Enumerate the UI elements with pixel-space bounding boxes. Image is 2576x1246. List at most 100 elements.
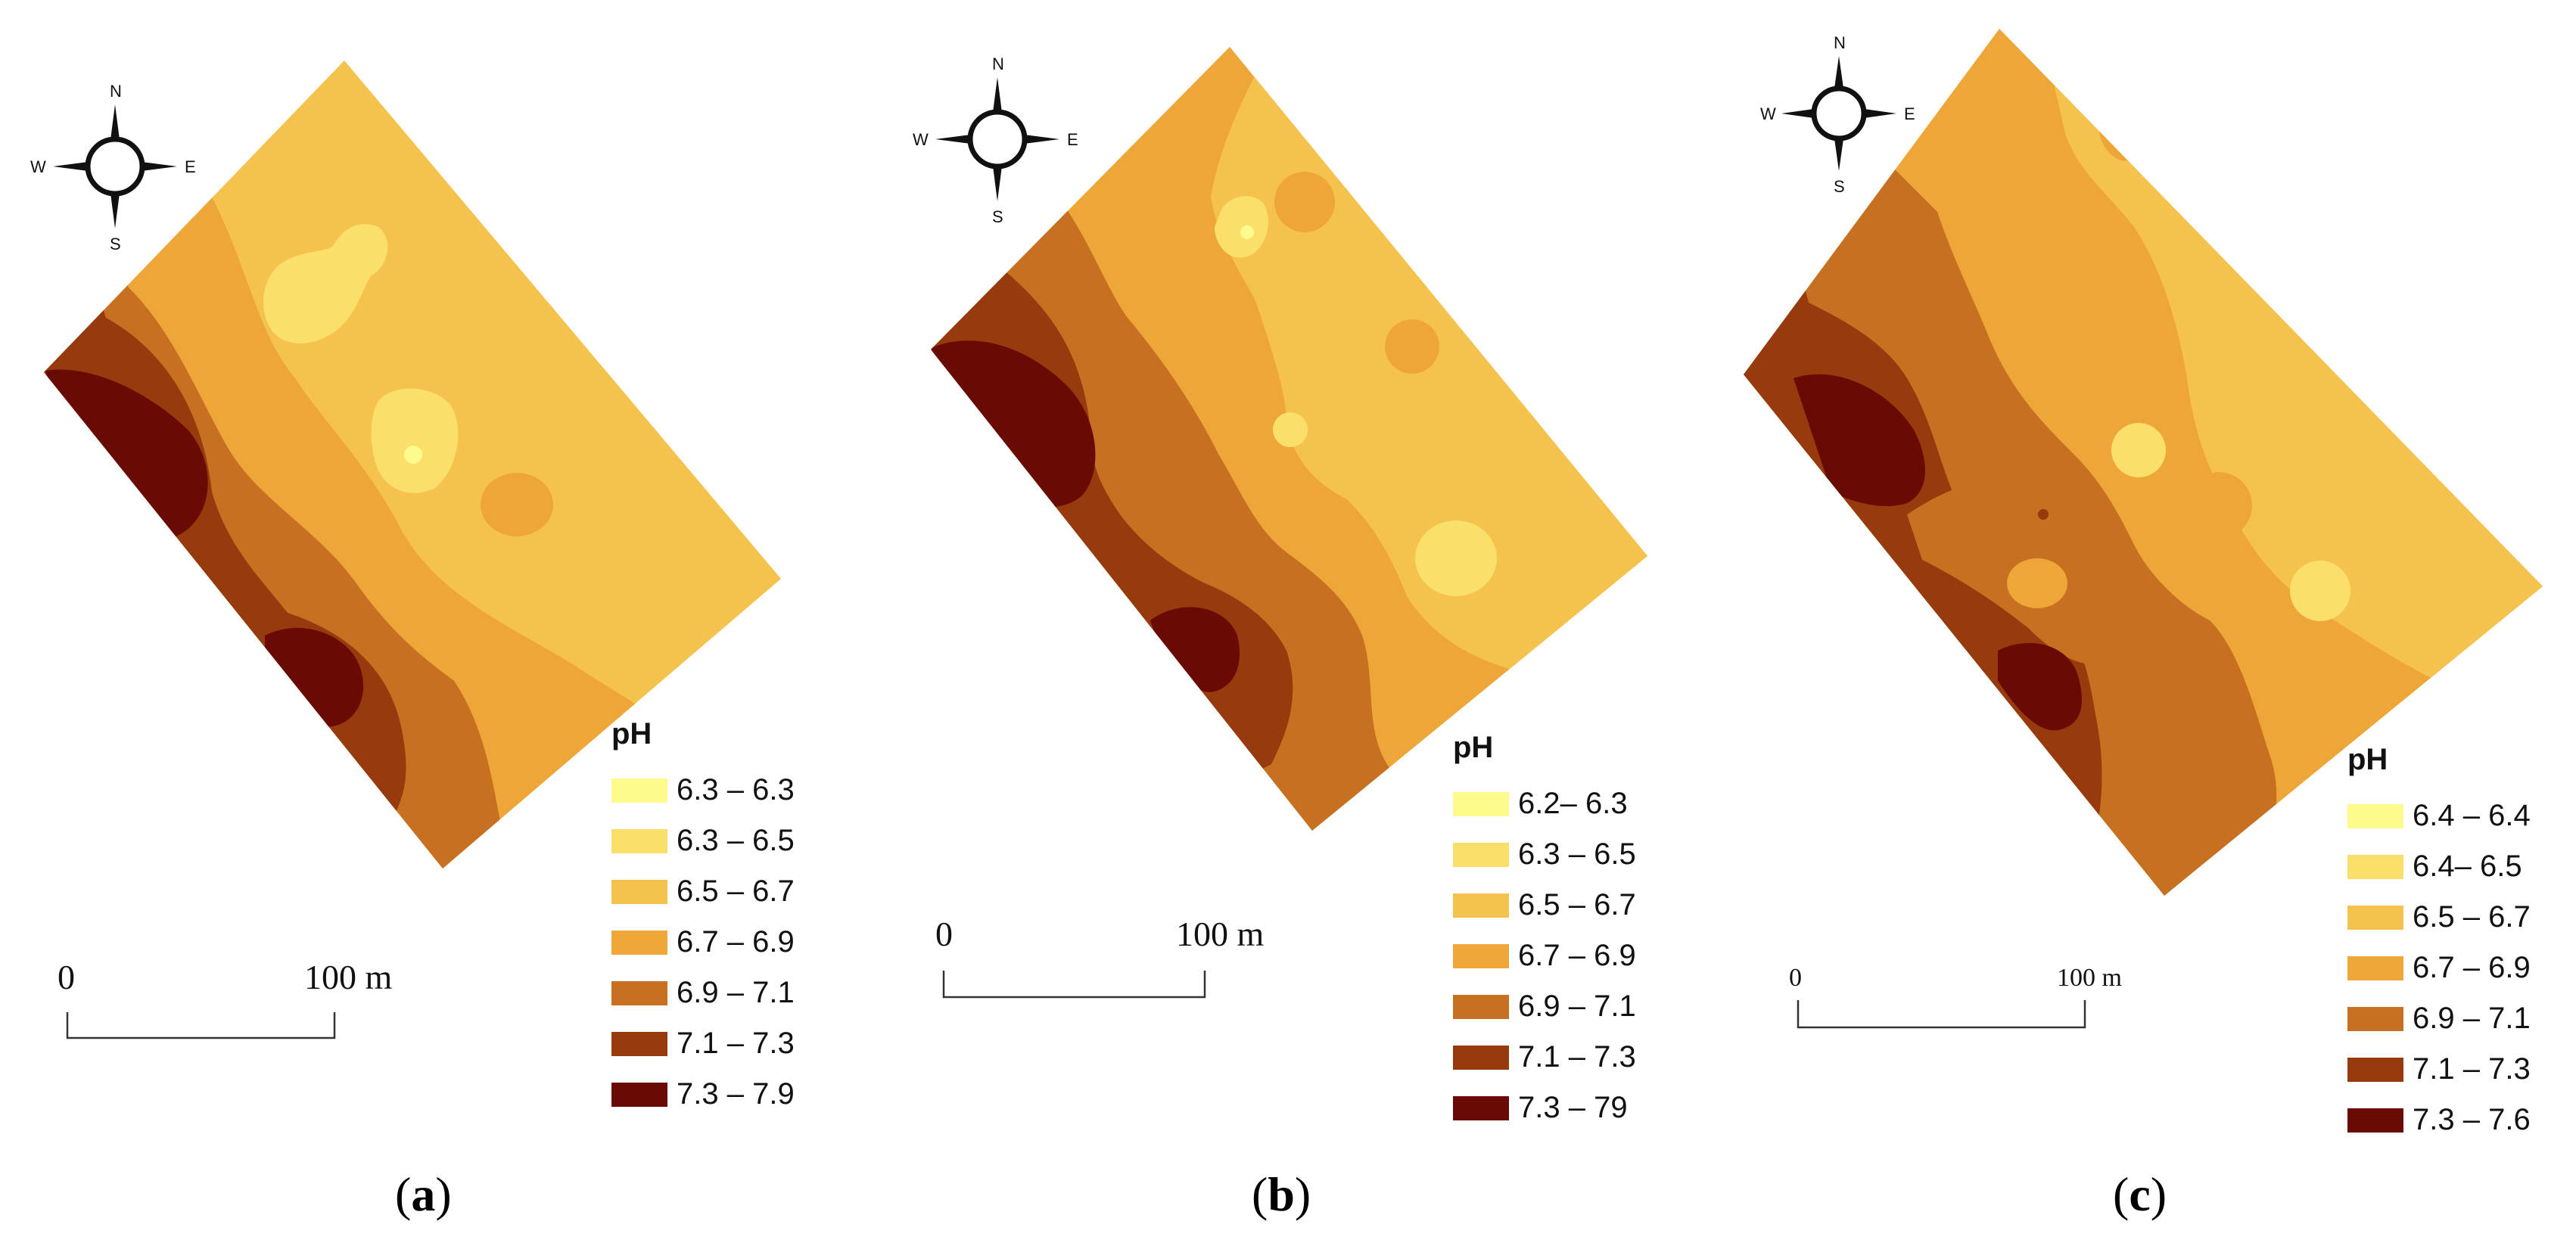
legend-swatch bbox=[2347, 803, 2403, 828]
legend-swatch bbox=[2347, 1057, 2403, 1082]
legend-swatch bbox=[611, 828, 667, 853]
scale-bar-a bbox=[66, 1012, 336, 1039]
legend-label: 6.5 – 6.7 bbox=[2413, 900, 2531, 934]
legend-item: 6.2– 6.3 bbox=[1453, 778, 1636, 829]
legend-item: 6.4– 6.5 bbox=[2347, 841, 2531, 892]
compass-west: W bbox=[913, 130, 929, 149]
legend-item: 6.4 – 6.4 bbox=[2347, 791, 2531, 841]
legend-item: 7.3 – 79 bbox=[1453, 1083, 1636, 1133]
legend-label: 6.9 – 7.1 bbox=[677, 976, 795, 1009]
compass-south: S bbox=[110, 235, 121, 253]
scale-start-label: 0 bbox=[1789, 964, 1802, 992]
legend-title: pH bbox=[2347, 743, 2388, 776]
zone-6.3-6.5 bbox=[371, 388, 459, 493]
legend-item: 6.7 – 6.9 bbox=[2347, 943, 2531, 993]
legend-label: 6.5 – 6.7 bbox=[1518, 888, 1636, 921]
scale-bar-c bbox=[1797, 1000, 2086, 1029]
zone-6.3-6.3 bbox=[404, 446, 422, 464]
panel-c: N S E W 0 100 m pH 6.4 – 6.4 6.4– 6.5 6.… bbox=[1725, 0, 2576, 1246]
legend-swatch bbox=[1453, 893, 1509, 918]
legend-swatch bbox=[611, 1031, 667, 1056]
legend-swatch bbox=[2347, 1108, 2403, 1133]
legend-swatch bbox=[611, 930, 667, 955]
compass-ring bbox=[967, 109, 1028, 169]
compass-east: E bbox=[185, 157, 196, 176]
legend-label: 7.3 – 7.9 bbox=[677, 1077, 795, 1111]
legend-label: 6.3 – 6.3 bbox=[677, 773, 795, 806]
legend-item: 7.1 – 7.3 bbox=[611, 1018, 795, 1069]
panel-caption: (a) bbox=[395, 1167, 452, 1221]
legend-label: 6.3 – 6.5 bbox=[677, 824, 795, 857]
map-b bbox=[931, 47, 1647, 831]
legend-item: 6.7 – 6.9 bbox=[611, 917, 795, 968]
zone-6.7-6.9 bbox=[1274, 172, 1335, 232]
legend-swatch bbox=[1453, 994, 1509, 1019]
compass-south: S bbox=[992, 207, 1003, 226]
legend-item: 6.9 – 7.1 bbox=[1453, 981, 1636, 1032]
panel-a: N S E W 0 100 m pH 6.3 – 6.3 6.3 – 6.5 6… bbox=[0, 0, 863, 1246]
compass-rose-c: N S E W bbox=[1760, 33, 1915, 196]
legend-swatch bbox=[1453, 791, 1509, 816]
zone-6.3-6.5 bbox=[263, 224, 388, 343]
legend-label: 6.9 – 7.1 bbox=[1518, 990, 1636, 1023]
zone-6.7-6.9 bbox=[1385, 319, 1439, 374]
legend-swatch bbox=[611, 778, 667, 803]
zone-7.3-79 bbox=[1150, 607, 1240, 692]
zone-6.7-6.9 bbox=[481, 473, 553, 536]
scale-bar-b bbox=[942, 971, 1206, 999]
scale-end-label: 100 m bbox=[2057, 964, 2122, 992]
legend-label: 6.7 – 6.9 bbox=[1518, 939, 1636, 972]
zone-6.4-6.5 bbox=[2290, 561, 2350, 621]
scale-start-label: 0 bbox=[935, 915, 953, 953]
legend-label: 6.9 – 7.1 bbox=[2413, 1002, 2531, 1035]
map-a bbox=[44, 61, 781, 868]
legend-label: 6.7 – 6.9 bbox=[2413, 951, 2531, 984]
legend-label: 6.4 – 6.4 bbox=[2413, 799, 2531, 832]
legend-swatch bbox=[611, 980, 667, 1005]
compass-east: E bbox=[1904, 104, 1915, 123]
legend-swatch bbox=[1453, 842, 1509, 867]
panel-caption: (b) bbox=[1252, 1167, 1311, 1221]
legend-item: 6.9 – 7.1 bbox=[2347, 993, 2531, 1044]
legend-label: 6.5 – 6.7 bbox=[677, 875, 795, 908]
scale-end-label: 100 m bbox=[1176, 915, 1265, 953]
legend-swatch bbox=[2347, 1006, 2403, 1031]
legend-swatch bbox=[1453, 1095, 1509, 1120]
legend-label: 6.3 – 6.5 bbox=[1518, 837, 1636, 871]
legend-item: 7.1 – 7.3 bbox=[1453, 1032, 1636, 1083]
compass-west: W bbox=[30, 157, 46, 176]
legend-item: 6.3 – 6.5 bbox=[1453, 829, 1636, 880]
legend-swatch bbox=[2347, 905, 2403, 930]
legend-label: 6.2– 6.3 bbox=[1518, 787, 1628, 820]
legend-label: 6.7 – 6.9 bbox=[677, 925, 795, 959]
legend-swatch bbox=[2347, 955, 2403, 980]
zone-7.3-79 bbox=[931, 340, 1096, 508]
legend-swatch bbox=[611, 879, 667, 904]
compass-west: W bbox=[1760, 104, 1776, 123]
legend-item: 7.3 – 7.9 bbox=[611, 1069, 795, 1120]
zone-6.3-6.5 bbox=[1273, 412, 1308, 447]
compass-north: N bbox=[1834, 33, 1846, 52]
compass-south: S bbox=[1834, 177, 1845, 196]
zone-7.3-7.6 bbox=[1794, 374, 1925, 507]
legend-label: 7.1 – 7.3 bbox=[2413, 1052, 2531, 1086]
legend-swatch bbox=[1453, 943, 1509, 968]
zone-6.4-6.5 bbox=[2111, 423, 2166, 477]
zone-7.3-7.6 bbox=[1998, 643, 2082, 731]
legend-a: pH 6.3 – 6.3 6.3 – 6.5 6.5 – 6.7 6.7 – 6… bbox=[611, 717, 795, 1120]
legend-label: 7.3 – 7.6 bbox=[2413, 1103, 2531, 1136]
panel-b: N S E W 0 100 m pH 6.2– 6.3 6.3 – 6.5 6.… bbox=[863, 0, 1725, 1246]
compass-rose-a: N S E W bbox=[30, 82, 196, 253]
legend-label: 7.1 – 7.3 bbox=[677, 1027, 795, 1060]
legend-c: pH 6.4 – 6.4 6.4– 6.5 6.5 – 6.7 6.7 – 6.… bbox=[2347, 743, 2531, 1145]
legend-item: 6.9 – 7.1 bbox=[611, 968, 795, 1018]
compass-north: N bbox=[992, 54, 1004, 73]
zone-6.3-6.5 bbox=[1215, 196, 1268, 258]
legend-title: pH bbox=[611, 717, 652, 750]
legend-item: 6.3 – 6.5 bbox=[611, 816, 795, 866]
compass-east: E bbox=[1067, 130, 1078, 149]
legend-item: 6.7 – 6.9 bbox=[1453, 931, 1636, 981]
zone-6.7-6.9 bbox=[2186, 472, 2252, 539]
legend-item: 7.3 – 7.6 bbox=[2347, 1095, 2531, 1145]
scale-start-label: 0 bbox=[58, 958, 75, 996]
